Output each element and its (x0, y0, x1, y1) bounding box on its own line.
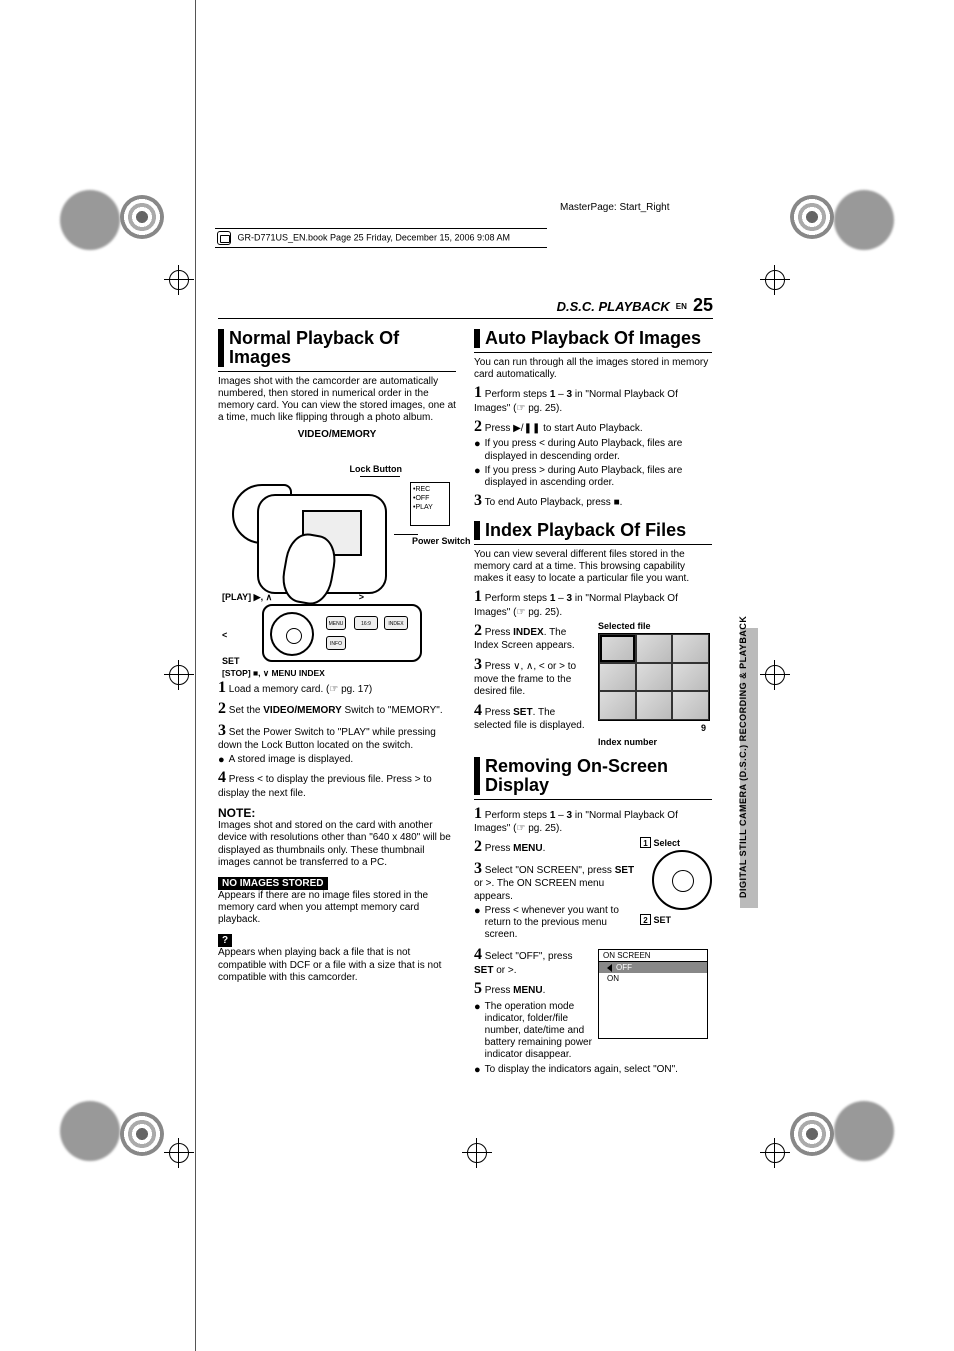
camcorder-diagram: Lock Button •REC •OFF •PLAY Power Switch… (222, 442, 452, 672)
auto-step-3: 3 To end Auto Playback, press ■. (474, 491, 712, 511)
control-panel: MENU INFO 16:9 INDEX (262, 604, 422, 662)
auto-step-1: 1 Perform steps 1 – 3 in "Normal Playbac… (474, 383, 712, 415)
play-label: [PLAY] ▶, ∧ (222, 592, 272, 603)
question-heading: ? (218, 934, 232, 947)
panel-button: INFO (326, 636, 346, 650)
step-1: 1 Load a memory card. (☞ pg. 17) (218, 678, 456, 698)
registration-mark (60, 1101, 120, 1161)
auto-intro: You can run through all the images store… (474, 357, 712, 381)
panel-button: MENU (326, 616, 346, 630)
dpad-icon (652, 850, 712, 910)
menu-item-on: ON (599, 973, 707, 984)
book-info-text: GR-D771US_EN.book Page 25 Friday, Decemb… (238, 232, 510, 242)
section-tab: DIGITAL STILL CAMERA (D.S.C.) RECORDING … (740, 628, 758, 908)
left-column: Normal Playback Of Images Images shot wi… (218, 325, 456, 1078)
menu-item-off: OFF (599, 962, 707, 973)
remove-step-4: 4 Select "OFF", press SET or >. (474, 945, 592, 977)
heading-index-playback: Index Playback Of Files (474, 521, 712, 540)
bullet: ●If you press > during Auto Playback, fi… (474, 465, 712, 491)
registration-mark (834, 190, 894, 250)
index-step-2: 2 Press INDEX. The Index Screen appears. (474, 621, 592, 653)
trim-line (195, 0, 196, 1351)
remove-step-1: 1 Perform steps 1 – 3 in "Normal Playbac… (474, 804, 712, 836)
bullet: ●To display the indicators again, select… (474, 1064, 712, 1078)
right-column: Auto Playback Of Images You can run thro… (474, 325, 712, 1078)
page-header: D.S.C. PLAYBACK EN 25 (218, 295, 713, 319)
lang-code: EN (676, 302, 687, 311)
section-tab-label: DIGITAL STILL CAMERA (D.S.C.) RECORDING … (738, 616, 748, 898)
crosshair-icon (164, 265, 194, 295)
bullet: ●Press < whenever you want to return to … (474, 905, 640, 944)
index-step-4: 4 Press SET. The selected file is displa… (474, 701, 592, 733)
crosshair-icon (164, 1138, 194, 1168)
no-images-text: Appears if there are no image files stor… (218, 890, 456, 927)
index-thumbnail-grid: 9 (598, 633, 710, 721)
power-dial: •REC •OFF •PLAY (410, 482, 450, 526)
registration-mark (120, 195, 164, 239)
no-images-heading: NO IMAGES STORED (218, 877, 328, 890)
step-2: 2 Set the VIDEO/MEMORY Switch to "MEMORY… (218, 699, 456, 719)
menu-title: ON SCREEN (599, 950, 707, 962)
on-screen-menu: ON SCREEN OFF ON (598, 949, 708, 1039)
bullet: ●A stored image is displayed. (218, 754, 456, 768)
bottom-controls-label: [STOP] ■, ∨ MENU INDEX (222, 668, 325, 679)
bullet: ●The operation mode indicator, folder/fi… (474, 1001, 592, 1064)
registration-mark (834, 1101, 894, 1161)
registration-mark (790, 195, 834, 239)
dpad-icon (270, 612, 314, 656)
video-memory-label: VIDEO/MEMORY (218, 429, 456, 440)
step-3: 3 Set the Power Switch to "PLAY" while p… (218, 721, 456, 753)
heading-remove-osd: Removing On-Screen Display (474, 757, 712, 795)
index-intro: You can view several different files sto… (474, 549, 712, 586)
question-text: Appears when playing back a file that is… (218, 947, 456, 984)
note-heading: NOTE: (218, 806, 456, 820)
crosshair-icon (462, 1138, 492, 1168)
page-number: 25 (693, 295, 713, 315)
intro-text: Images shot with the camcorder are autom… (218, 376, 456, 425)
right-arrow-label: > (359, 592, 364, 602)
registration-mark (790, 1112, 834, 1156)
registration-mark (60, 190, 120, 250)
panel-button: 16:9 (354, 616, 378, 630)
crosshair-icon (760, 660, 790, 690)
left-arrow-label: < (222, 630, 227, 640)
registration-mark (120, 1112, 164, 1156)
book-info-line: GR-D771US_EN.book Page 25 Friday, Decemb… (215, 228, 547, 248)
bullet: ●If you press < during Auto Playback, fi… (474, 438, 712, 464)
select-label: Select (654, 838, 681, 848)
set-label: SET (654, 915, 672, 925)
book-icon (217, 231, 231, 245)
power-switch-label: Power Switch (412, 536, 452, 546)
step-badge-2: 2 (640, 914, 651, 925)
index-step-3: 3 Press ∨, ∧, < or > to move the frame t… (474, 655, 592, 699)
lock-button-label: Lock Button (350, 464, 403, 474)
index-number-label: Index number (598, 737, 712, 747)
selected-file-label: Selected file (598, 621, 712, 631)
crosshair-icon (760, 1138, 790, 1168)
section-title: D.S.C. PLAYBACK (557, 299, 670, 314)
note-text: Images shot and stored on the card with … (218, 820, 456, 869)
crosshair-icon (760, 265, 790, 295)
set-label: SET (222, 656, 240, 666)
heading-normal-playback: Normal Playback Of Images (218, 329, 456, 367)
remove-step-5: 5 Press MENU. (474, 979, 592, 999)
panel-button: INDEX (384, 616, 408, 630)
heading-auto-playback: Auto Playback Of Images (474, 329, 712, 348)
index-step-1: 1 Perform steps 1 – 3 in "Normal Playbac… (474, 587, 712, 619)
crosshair-icon (164, 660, 194, 690)
auto-step-2: 2 Press ▶/❚❚ to start Auto Playback. (474, 417, 712, 437)
masterpage-label: MasterPage: Start_Right (560, 202, 670, 213)
step-badge-1: 1 (640, 837, 651, 848)
step-4: 4 Press < to display the previous file. … (218, 768, 456, 800)
